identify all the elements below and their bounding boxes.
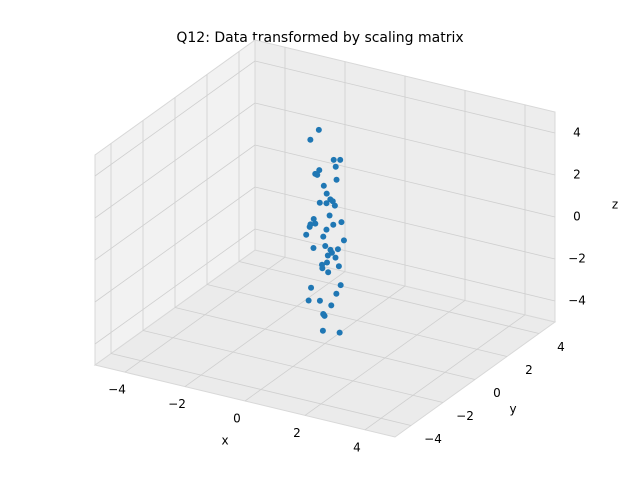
point bbox=[310, 216, 317, 223]
point bbox=[332, 163, 339, 170]
point bbox=[322, 242, 329, 249]
point bbox=[324, 259, 331, 266]
point bbox=[320, 310, 327, 317]
point bbox=[316, 297, 323, 304]
point bbox=[303, 231, 310, 238]
point bbox=[314, 171, 321, 178]
grid-line bbox=[174, 307, 476, 380]
grid-line bbox=[238, 261, 540, 334]
z-tick-label: −2 bbox=[568, 252, 586, 266]
grid-line bbox=[94, 228, 256, 345]
point bbox=[325, 269, 332, 276]
y-tick-label: 0 bbox=[493, 386, 501, 400]
y-tick-label: −4 bbox=[424, 432, 442, 446]
x-tick-label: −4 bbox=[108, 383, 126, 397]
y-axis-label: y bbox=[509, 402, 516, 416]
point bbox=[307, 221, 314, 228]
point bbox=[310, 244, 317, 251]
grid-line bbox=[94, 102, 256, 219]
grid-line bbox=[94, 144, 256, 261]
z-tick-label: 2 bbox=[573, 168, 581, 182]
point bbox=[333, 176, 340, 183]
point bbox=[336, 329, 343, 336]
point bbox=[323, 226, 330, 233]
z-axis-label: z bbox=[612, 198, 618, 212]
x-tick-label: 2 bbox=[293, 426, 301, 440]
point bbox=[334, 246, 341, 253]
point bbox=[330, 221, 337, 228]
point bbox=[320, 182, 327, 189]
y-tick-label: 2 bbox=[525, 363, 533, 377]
point bbox=[326, 212, 333, 219]
grid-line bbox=[94, 186, 256, 303]
y-tick-label: −2 bbox=[456, 409, 474, 423]
x-axis-label: x bbox=[221, 434, 228, 448]
point bbox=[332, 254, 339, 261]
point bbox=[323, 200, 330, 207]
point bbox=[333, 290, 340, 297]
x-tick-label: 0 bbox=[233, 412, 241, 426]
point bbox=[327, 246, 334, 253]
x-tick-label: 4 bbox=[353, 440, 361, 454]
point bbox=[319, 327, 326, 334]
grid-line bbox=[254, 102, 556, 176]
z-tick-label: −4 bbox=[568, 294, 586, 308]
point bbox=[335, 263, 342, 270]
point bbox=[315, 126, 322, 133]
point bbox=[316, 199, 323, 206]
x-tick-label: −2 bbox=[168, 397, 186, 411]
point bbox=[305, 297, 312, 304]
grid-line bbox=[94, 60, 256, 177]
point bbox=[323, 190, 330, 197]
y-tick-label: 4 bbox=[557, 340, 565, 354]
point bbox=[319, 265, 326, 272]
point bbox=[328, 302, 335, 309]
point bbox=[316, 167, 323, 174]
point bbox=[312, 220, 319, 227]
point bbox=[340, 237, 347, 244]
point bbox=[330, 156, 337, 163]
grid-line bbox=[142, 330, 444, 403]
grid-line bbox=[254, 186, 556, 260]
point bbox=[307, 136, 314, 143]
grid-line bbox=[254, 144, 556, 218]
point bbox=[337, 156, 344, 163]
z-tick-label: 0 bbox=[573, 210, 581, 224]
point bbox=[308, 284, 315, 291]
z-tick-label: 4 bbox=[573, 126, 581, 140]
point bbox=[338, 219, 345, 226]
grid-line bbox=[110, 353, 412, 426]
grid-line bbox=[206, 284, 508, 357]
chart-title: Q12: Data transformed by scaling matrix bbox=[176, 30, 463, 46]
grid-line bbox=[254, 228, 556, 302]
grid-line bbox=[254, 60, 556, 134]
point bbox=[329, 198, 336, 205]
point bbox=[320, 233, 327, 240]
point bbox=[337, 282, 344, 289]
